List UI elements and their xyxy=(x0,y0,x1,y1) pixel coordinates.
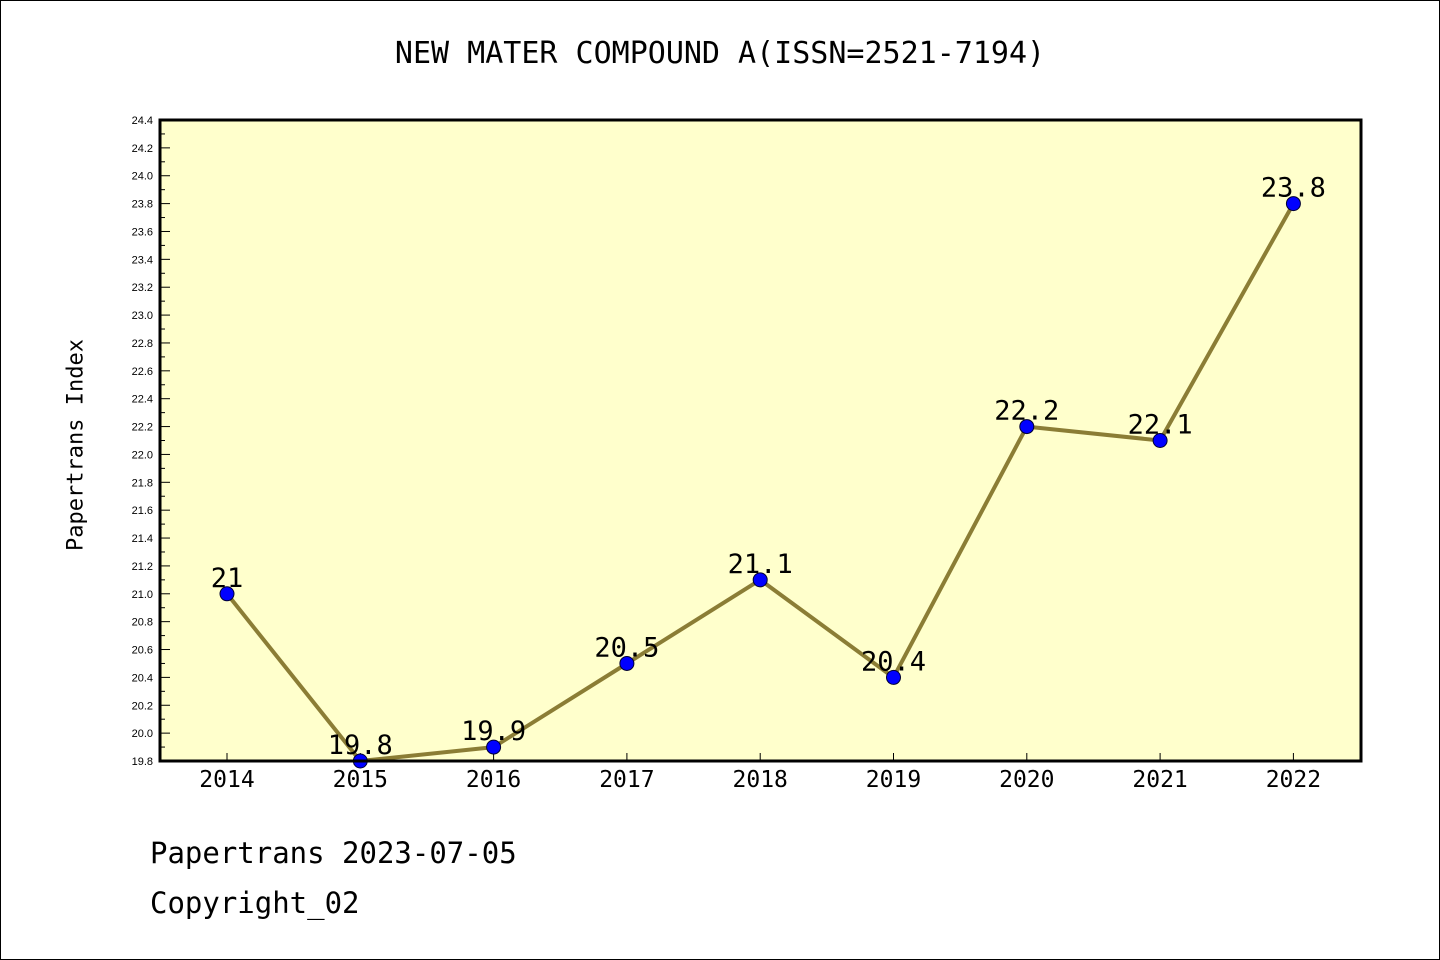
y-tick-label: 23.6 xyxy=(132,226,153,238)
data-label: 23.8 xyxy=(1261,173,1326,204)
y-tick-label: 22.8 xyxy=(132,338,153,350)
y-tick-label: 24.4 xyxy=(132,115,153,127)
chart-title: NEW MATER COMPOUND A(ISSN=2521-7194) xyxy=(394,36,1046,71)
y-tick-label: 20.4 xyxy=(132,672,153,684)
plot-area xyxy=(160,120,1361,761)
x-tick-label: 2019 xyxy=(866,767,921,793)
y-tick-label: 21.6 xyxy=(132,505,153,517)
x-tick-label: 2016 xyxy=(466,767,521,793)
data-label: 22.1 xyxy=(1128,410,1193,441)
data-label: 20.5 xyxy=(594,632,659,663)
y-tick-label: 22.0 xyxy=(132,449,153,461)
x-axis: 2014 2015 2016 2017 2018 2019 2020 2021 2022 xyxy=(199,753,1321,793)
y-tick-label: 23.8 xyxy=(132,199,153,211)
data-point xyxy=(619,655,635,671)
data-point xyxy=(1285,196,1301,212)
data-labels: 21 19.8 19.9 20.5 21.1 20.4 22.2 22.1 23.8 xyxy=(211,173,1326,761)
x-tick-label: 2020 xyxy=(999,767,1054,793)
data-point xyxy=(886,669,901,685)
y-axis: 19.8 20.0 20.2 20.4 20.6 20.8 21.0 21.2 21.4 21.6… xyxy=(132,115,170,768)
data-label: 21 xyxy=(211,563,244,594)
y-tick-label: 20.8 xyxy=(132,617,153,629)
data-label: 19.8 xyxy=(328,730,393,761)
data-label: 22.2 xyxy=(994,396,1059,427)
data-label: 19.9 xyxy=(461,716,526,747)
y-tick-label: 21.0 xyxy=(132,589,153,601)
data-point xyxy=(219,586,235,602)
y-tick-label: 20.0 xyxy=(132,728,153,740)
y-tick-label: 21.2 xyxy=(132,561,153,573)
x-tick-label: 2014 xyxy=(199,767,254,793)
y-tick-label: 21.8 xyxy=(132,477,153,489)
data-label: 20.4 xyxy=(861,646,926,677)
y-tick-label: 24.2 xyxy=(132,143,153,155)
data-point xyxy=(1019,419,1035,435)
y-tick-label: 23.0 xyxy=(132,310,153,322)
x-tick-label: 2018 xyxy=(733,767,788,793)
y-tick-label: 23.4 xyxy=(132,254,153,266)
x-tick-label: 2017 xyxy=(599,767,654,793)
x-tick-label: 2021 xyxy=(1132,767,1187,793)
y-tick-label: 20.6 xyxy=(132,645,153,657)
data-label: 21.1 xyxy=(728,549,793,580)
y-tick-label: 21.4 xyxy=(132,533,153,545)
footer-date: Papertrans 2023-07-05 xyxy=(150,836,517,870)
y-tick-label: 22.2 xyxy=(132,422,153,434)
y-tick-label: 24.0 xyxy=(132,171,153,183)
y-tick-label: 20.2 xyxy=(132,700,153,712)
y-tick-label: 19.8 xyxy=(132,756,153,768)
series-markers xyxy=(219,196,1301,769)
data-point xyxy=(1152,433,1168,448)
footer-copyright: Copyright_02 xyxy=(150,886,360,920)
data-point xyxy=(486,739,502,755)
y-tick-label: 22.6 xyxy=(132,366,153,378)
data-point xyxy=(752,572,768,588)
plot-border xyxy=(158,118,1363,763)
y-tick-label: 23.2 xyxy=(132,282,153,294)
y-tick-label: 22.4 xyxy=(132,394,153,406)
x-tick-label: 2015 xyxy=(333,767,388,793)
x-tick-label: 2022 xyxy=(1266,767,1321,793)
